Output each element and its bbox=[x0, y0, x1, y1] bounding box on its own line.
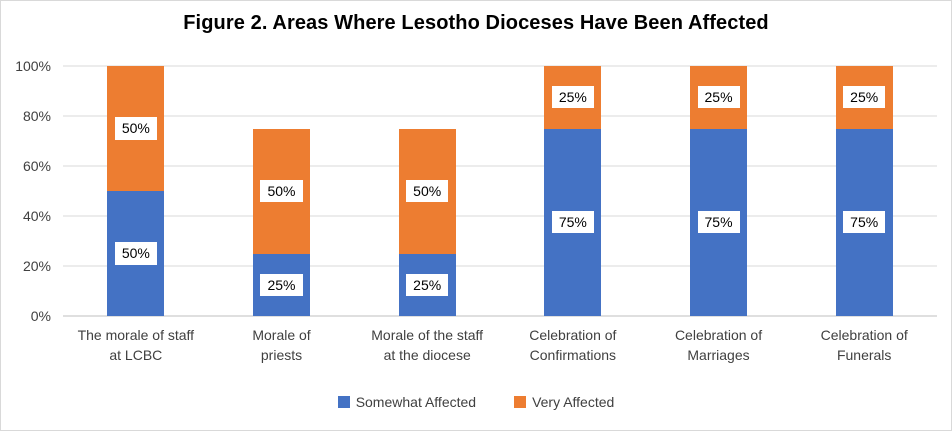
plot-area: 50% 50% 25% 50% 25% 50% 75% 25% 75% 25% 75% 25% bbox=[63, 65, 937, 317]
bar-segment: 50% bbox=[398, 128, 456, 254]
data-label: 25% bbox=[260, 273, 303, 296]
data-label: 50% bbox=[406, 179, 449, 203]
x-tick-label: The morale of staff at LCBC bbox=[77, 327, 195, 364]
data-label: 25% bbox=[697, 86, 740, 109]
legend-swatch bbox=[514, 396, 527, 408]
y-axis: 0% 20% 40% 60% 80% 100% bbox=[1, 58, 57, 324]
y-tick-label: 60% bbox=[22, 158, 51, 174]
bars: 50% 50% 25% 50% 25% 50% 75% 25% 75% 25% 75% 25% bbox=[63, 66, 937, 316]
bar-segment: 25% bbox=[253, 253, 310, 316]
bar-column: 75% 25% bbox=[791, 66, 937, 316]
data-label: 75% bbox=[697, 211, 740, 234]
gridlines bbox=[63, 65, 937, 317]
chart-title: Figure 2. Areas Where Lesotho Dioceses H… bbox=[183, 12, 769, 34]
bar-segment: 75% bbox=[544, 128, 602, 316]
stacked-bar: 25% 50% bbox=[253, 66, 310, 316]
bar-segment: 25% bbox=[398, 253, 456, 316]
data-label: 50% bbox=[260, 179, 303, 203]
x-tick-label: Morale of the staff at the diocese bbox=[371, 327, 484, 364]
gridline bbox=[63, 115, 937, 117]
gridline bbox=[63, 215, 937, 217]
y-tick-label: 0% bbox=[30, 308, 51, 324]
y-tick-label: 20% bbox=[22, 258, 51, 274]
gridline bbox=[63, 65, 937, 67]
legend-swatch bbox=[337, 396, 350, 408]
bar-column: 25% 50% bbox=[354, 66, 500, 316]
legend-item: Somewhat Affected bbox=[337, 394, 477, 410]
stacked-bar: 75% 25% bbox=[690, 66, 748, 316]
x-tick-label: Celebration of Funerals bbox=[820, 327, 908, 364]
bar-segment: 25% bbox=[544, 66, 602, 129]
x-tick-label: Celebration of Marriages bbox=[674, 327, 763, 364]
data-label: 25% bbox=[406, 273, 449, 296]
bar-segment: 50% bbox=[107, 66, 165, 191]
x-tick-label: Morale of priests bbox=[252, 327, 311, 364]
y-tick-label: 40% bbox=[22, 208, 51, 224]
x-axis-labels: The morale of staff at LCBC Morale of pri… bbox=[63, 325, 937, 366]
x-axis-line bbox=[63, 315, 937, 317]
data-label: 50% bbox=[114, 242, 157, 265]
gridline bbox=[63, 265, 937, 267]
y-tick-label: 80% bbox=[22, 108, 51, 124]
legend-label: Very Affected bbox=[532, 394, 615, 410]
bar-column: 75% 25% bbox=[500, 66, 646, 316]
bar-segment: 25% bbox=[835, 66, 893, 129]
data-label: 75% bbox=[551, 211, 594, 234]
bar-segment: 50% bbox=[253, 128, 310, 254]
y-tick-label: 100% bbox=[15, 58, 51, 74]
legend: Somewhat Affected Very Affected bbox=[1, 394, 951, 410]
legend-item: Very Affected bbox=[514, 394, 614, 410]
bar-column: 75% 25% bbox=[646, 66, 792, 316]
x-tick-label: Celebration of Confirmations bbox=[529, 327, 617, 364]
stacked-bar: 75% 25% bbox=[835, 66, 893, 316]
data-label: 25% bbox=[551, 86, 594, 109]
gridline bbox=[63, 165, 937, 167]
bar-segment: 25% bbox=[690, 66, 748, 129]
legend-label: Somewhat Affected bbox=[355, 394, 477, 410]
bar-segment: 75% bbox=[690, 128, 748, 316]
bar-segment: 75% bbox=[835, 128, 893, 316]
bar-column: 50% 50% bbox=[63, 66, 209, 316]
stacked-bar: 75% 25% bbox=[544, 66, 602, 316]
data-label: 25% bbox=[843, 86, 886, 109]
data-label: 75% bbox=[843, 211, 886, 234]
stacked-bar: 50% 50% bbox=[107, 66, 165, 316]
bar-column: 25% 50% bbox=[209, 66, 355, 316]
stacked-bar: 25% 50% bbox=[398, 66, 456, 316]
bar-segment: 50% bbox=[107, 191, 165, 316]
data-label: 50% bbox=[114, 117, 157, 140]
